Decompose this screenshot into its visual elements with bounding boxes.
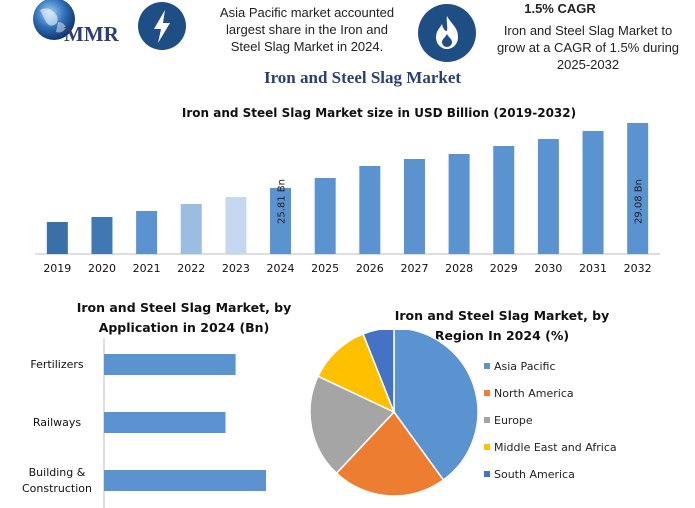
legend-label-1: North America [494,387,574,400]
market-size-chart-title: Iron and Steel Slag Market size in USD B… [181,106,577,120]
hbar-1 [104,412,226,433]
region-pie-chart: Asia Pacific North America Europe Middle Ea… [309,330,617,497]
x-tick-2023: 2023 [222,262,250,275]
legend-swatch-2 [484,417,490,423]
pie-slice-3 [316,332,396,414]
legend-swatch-1 [484,390,490,396]
x-tick-2020: 2020 [88,262,116,275]
application-bar-chart: Fertilizers Railways Building & Constructio… [22,338,266,508]
x-tick-2027: 2027 [400,262,428,275]
x-tick-2028: 2028 [445,262,473,275]
legend-label-3: Middle East and Africa [494,441,617,454]
pie-slice-2 [309,375,396,475]
legend-swatch-3 [484,444,490,450]
x-tick-2026: 2026 [356,262,384,275]
legend-swatch-0 [484,363,490,369]
bar-2020 [91,217,113,254]
bar-2025 [314,178,336,254]
data-label-2032: 29.08 Bn [634,179,645,224]
pie-slice-0 [393,330,479,482]
bar-2032 [627,123,649,254]
x-tick-2022: 2022 [177,262,205,275]
x-tick-2029: 2029 [490,262,518,275]
cagr-heading: 1.5% CAGR [524,1,596,16]
mmr-logo: MMR [8,0,133,50]
hbar-label-1: Railways [33,416,82,429]
legend-label-2: Europe [494,414,533,427]
flame-icon [418,4,476,62]
pie-slice-4 [362,330,395,413]
legend-swatch-4 [484,471,490,477]
x-tick-2030: 2030 [534,262,562,275]
pie-slice-1 [335,410,445,497]
bar-2022 [180,204,202,254]
market-size-bar-chart: 2019 2020 2021 2022 2023 2024 25.81 Bn 2025 2026… [35,123,660,275]
bar-2026 [359,166,381,254]
globe-icon [33,0,75,40]
hbar-label-0: Fertilizers [30,358,84,371]
x-tick-2019: 2019 [43,262,71,275]
x-tick-2031: 2031 [579,262,607,275]
hbar-0 [104,354,236,375]
data-label-2024: 25.81 Bn [277,179,288,224]
lightning-icon [138,2,186,50]
bar-2028 [448,154,470,254]
bar-2031 [582,131,604,254]
bar-2029 [493,146,515,254]
page-title: Iron and Steel Slag Market [263,68,462,87]
bar-2030 [537,139,559,254]
application-chart-title: Iron and Steel Slag Market, by Applicati… [76,300,292,335]
region-chart-title: Iron and Steel Slag Market, by Region In… [394,308,610,343]
legend-label-4: South America [494,468,575,481]
x-tick-2032: 2032 [624,262,652,275]
bar-2019 [46,222,68,254]
hbar-label-2: Building & Construction [22,466,92,495]
x-tick-2021: 2021 [133,262,161,275]
bar-2024 [270,188,292,254]
x-tick-2024: 2024 [267,262,295,275]
hbar-2 [104,470,266,491]
info-cagr: Iron and Steel Slag Market to grow at a … [496,23,680,72]
bar-2021 [136,211,158,254]
logo-text: MMR [64,22,119,46]
legend-label-0: Asia Pacific [494,360,556,373]
info-asia-pacific: Asia Pacific market accounted largest sh… [219,5,395,54]
bar-2027 [403,159,425,254]
bar-2023 [225,197,247,254]
x-tick-2025: 2025 [311,262,339,275]
